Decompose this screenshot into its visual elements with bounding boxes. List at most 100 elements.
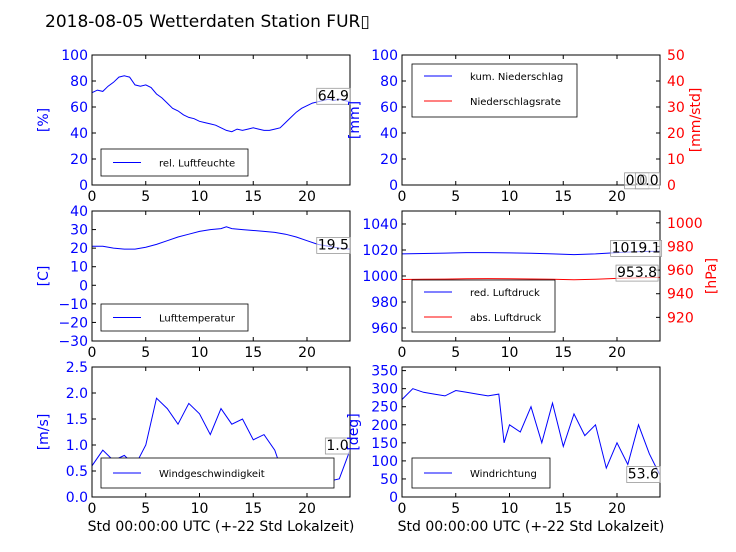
value-annotation: 1.0 — [326, 438, 348, 454]
x-tick-label: 20 — [298, 345, 316, 361]
y-tick-label: 30 — [70, 223, 88, 239]
x-tick-label: 10 — [501, 345, 519, 361]
x-tick-label: 5 — [141, 501, 150, 517]
y-tick-label: 20 — [70, 152, 88, 168]
y-axis-label-right: [hPa] — [704, 258, 720, 294]
y-tick-label: 0 — [389, 490, 398, 506]
x-tick-label: 0 — [398, 345, 407, 361]
y-tick-label: 0.0 — [66, 490, 88, 506]
series-line-humidity-0 — [92, 75, 350, 133]
y-tick-label: 40 — [70, 126, 88, 142]
x-axis-label: Std 00:00:00 UTC (+-22 Std Lokalzeit) — [398, 519, 665, 535]
legend-box — [411, 279, 556, 333]
x-tick-label: 15 — [554, 189, 572, 205]
legend-box — [411, 63, 578, 118]
x-tick-label: 5 — [141, 345, 150, 361]
legend-label: Lufttemperatur — [159, 314, 236, 325]
y-tick-label: 60 — [380, 100, 398, 116]
annotation-box — [316, 87, 351, 105]
x-tick-label: 20 — [298, 189, 316, 205]
y-axis-label: [%] — [36, 108, 52, 132]
value-annotation: 0.0 — [636, 173, 658, 189]
y-tick-label: 100 — [371, 454, 398, 470]
y-tick-label-right: 1000 — [667, 216, 703, 232]
y-tick-label: −20 — [58, 315, 88, 331]
annotation-box — [626, 466, 661, 483]
y-tick-label-right: 960 — [667, 263, 694, 279]
y-tick-label-right: 30 — [667, 100, 685, 116]
y-tick-label-right: 50 — [667, 48, 685, 64]
legend-label: Windrichtung — [470, 469, 537, 480]
y-tick-label: 1.5 — [66, 412, 88, 428]
axes-frame — [401, 54, 661, 186]
y-tick-label: 10 — [70, 260, 88, 276]
y-tick-label: 50 — [380, 472, 398, 488]
series-line-winddirection-0 — [402, 388, 660, 476]
y-tick-label: −30 — [58, 334, 88, 350]
y-tick-label: 300 — [371, 382, 398, 398]
x-tick-label: 5 — [451, 345, 460, 361]
axes-frame — [91, 366, 351, 498]
axes-frame — [91, 54, 351, 186]
y-tick-label: 40 — [70, 204, 88, 220]
value-annotation: 64.9 — [318, 88, 349, 104]
value-annotation: 19.5 — [318, 237, 349, 253]
legend: red. Luftdruck abs. Luftdruck — [411, 279, 556, 333]
legend-label: red. Luftdruck — [470, 288, 540, 299]
legend-label: Windgeschwindigkeit — [159, 469, 265, 480]
y-axis-label-right: [mm/std] — [688, 88, 704, 153]
y-axis-label: [C] — [36, 266, 52, 287]
x-tick-label: 20 — [608, 345, 626, 361]
y-tick-label: 100 — [371, 48, 398, 64]
y-tick-label: 80 — [70, 74, 88, 90]
annotation-box — [324, 437, 351, 455]
x-tick-label: 10 — [191, 345, 209, 361]
y-tick-label: 250 — [371, 400, 398, 416]
x-tick-label: 5 — [141, 189, 150, 205]
y-tick-label: 980 — [371, 295, 398, 311]
panel-humidity: 0 5 10 15 20 0 20 40 60 80 100 [%] rel. Luftfeuchte 6… — [36, 48, 351, 205]
legend: Windrichtung — [411, 457, 551, 489]
y-tick-label: 1000 — [362, 269, 398, 285]
y-tick-label: 0.5 — [66, 464, 88, 480]
axes-frame — [401, 366, 661, 498]
y-tick-label: 20 — [70, 241, 88, 257]
y-tick-label: 2.0 — [66, 386, 88, 402]
x-tick-label: 0 — [398, 189, 407, 205]
x-tick-label: 15 — [244, 345, 262, 361]
value-annotation: 953.8 — [617, 265, 657, 281]
legend: rel. Luftfeuchte — [100, 148, 249, 177]
annotation-box — [610, 239, 663, 257]
y-tick-label-right: 10 — [667, 152, 685, 168]
x-tick-label: 20 — [608, 189, 626, 205]
x-tick-label: 0 — [88, 189, 97, 205]
y-tick-label-right: 920 — [667, 310, 694, 326]
y-tick-label: 1020 — [362, 243, 398, 259]
y-tick-label: 100 — [61, 48, 88, 64]
x-tick-label: 20 — [298, 501, 316, 517]
y-tick-label-right: 40 — [667, 74, 685, 90]
y-axis-label: [m/s] — [36, 414, 52, 451]
y-tick-label-right: 0 — [667, 178, 676, 194]
annotation-box — [316, 237, 351, 254]
x-tick-label: 15 — [554, 345, 572, 361]
y-tick-label: 150 — [371, 436, 398, 452]
y-tick-label: 80 — [380, 74, 398, 90]
legend-label: abs. Luftdruck — [470, 313, 541, 324]
y-tick-label: 960 — [371, 321, 398, 337]
x-tick-label: 10 — [501, 189, 519, 205]
y-axis-label: [deg] — [346, 413, 362, 450]
x-tick-label: 0 — [88, 501, 97, 517]
annotation-box — [615, 264, 659, 282]
panel-precipitation: 0 5 10 15 20 0 20 40 60 80 100 0 10 20 30 40 50 [mm] [mm/s… — [347, 48, 704, 205]
axes-frame — [91, 210, 351, 342]
series-line-temperature-0 — [92, 226, 350, 250]
legend: Windgeschwindigkeit — [100, 457, 335, 489]
legend-label: Niederschlagsrate — [470, 97, 561, 108]
legend-label: kum. Niederschlag — [470, 72, 563, 83]
x-tick-label: 5 — [451, 501, 460, 517]
y-tick-label: 2.5 — [66, 360, 88, 376]
y-tick-label: 0 — [79, 178, 88, 194]
